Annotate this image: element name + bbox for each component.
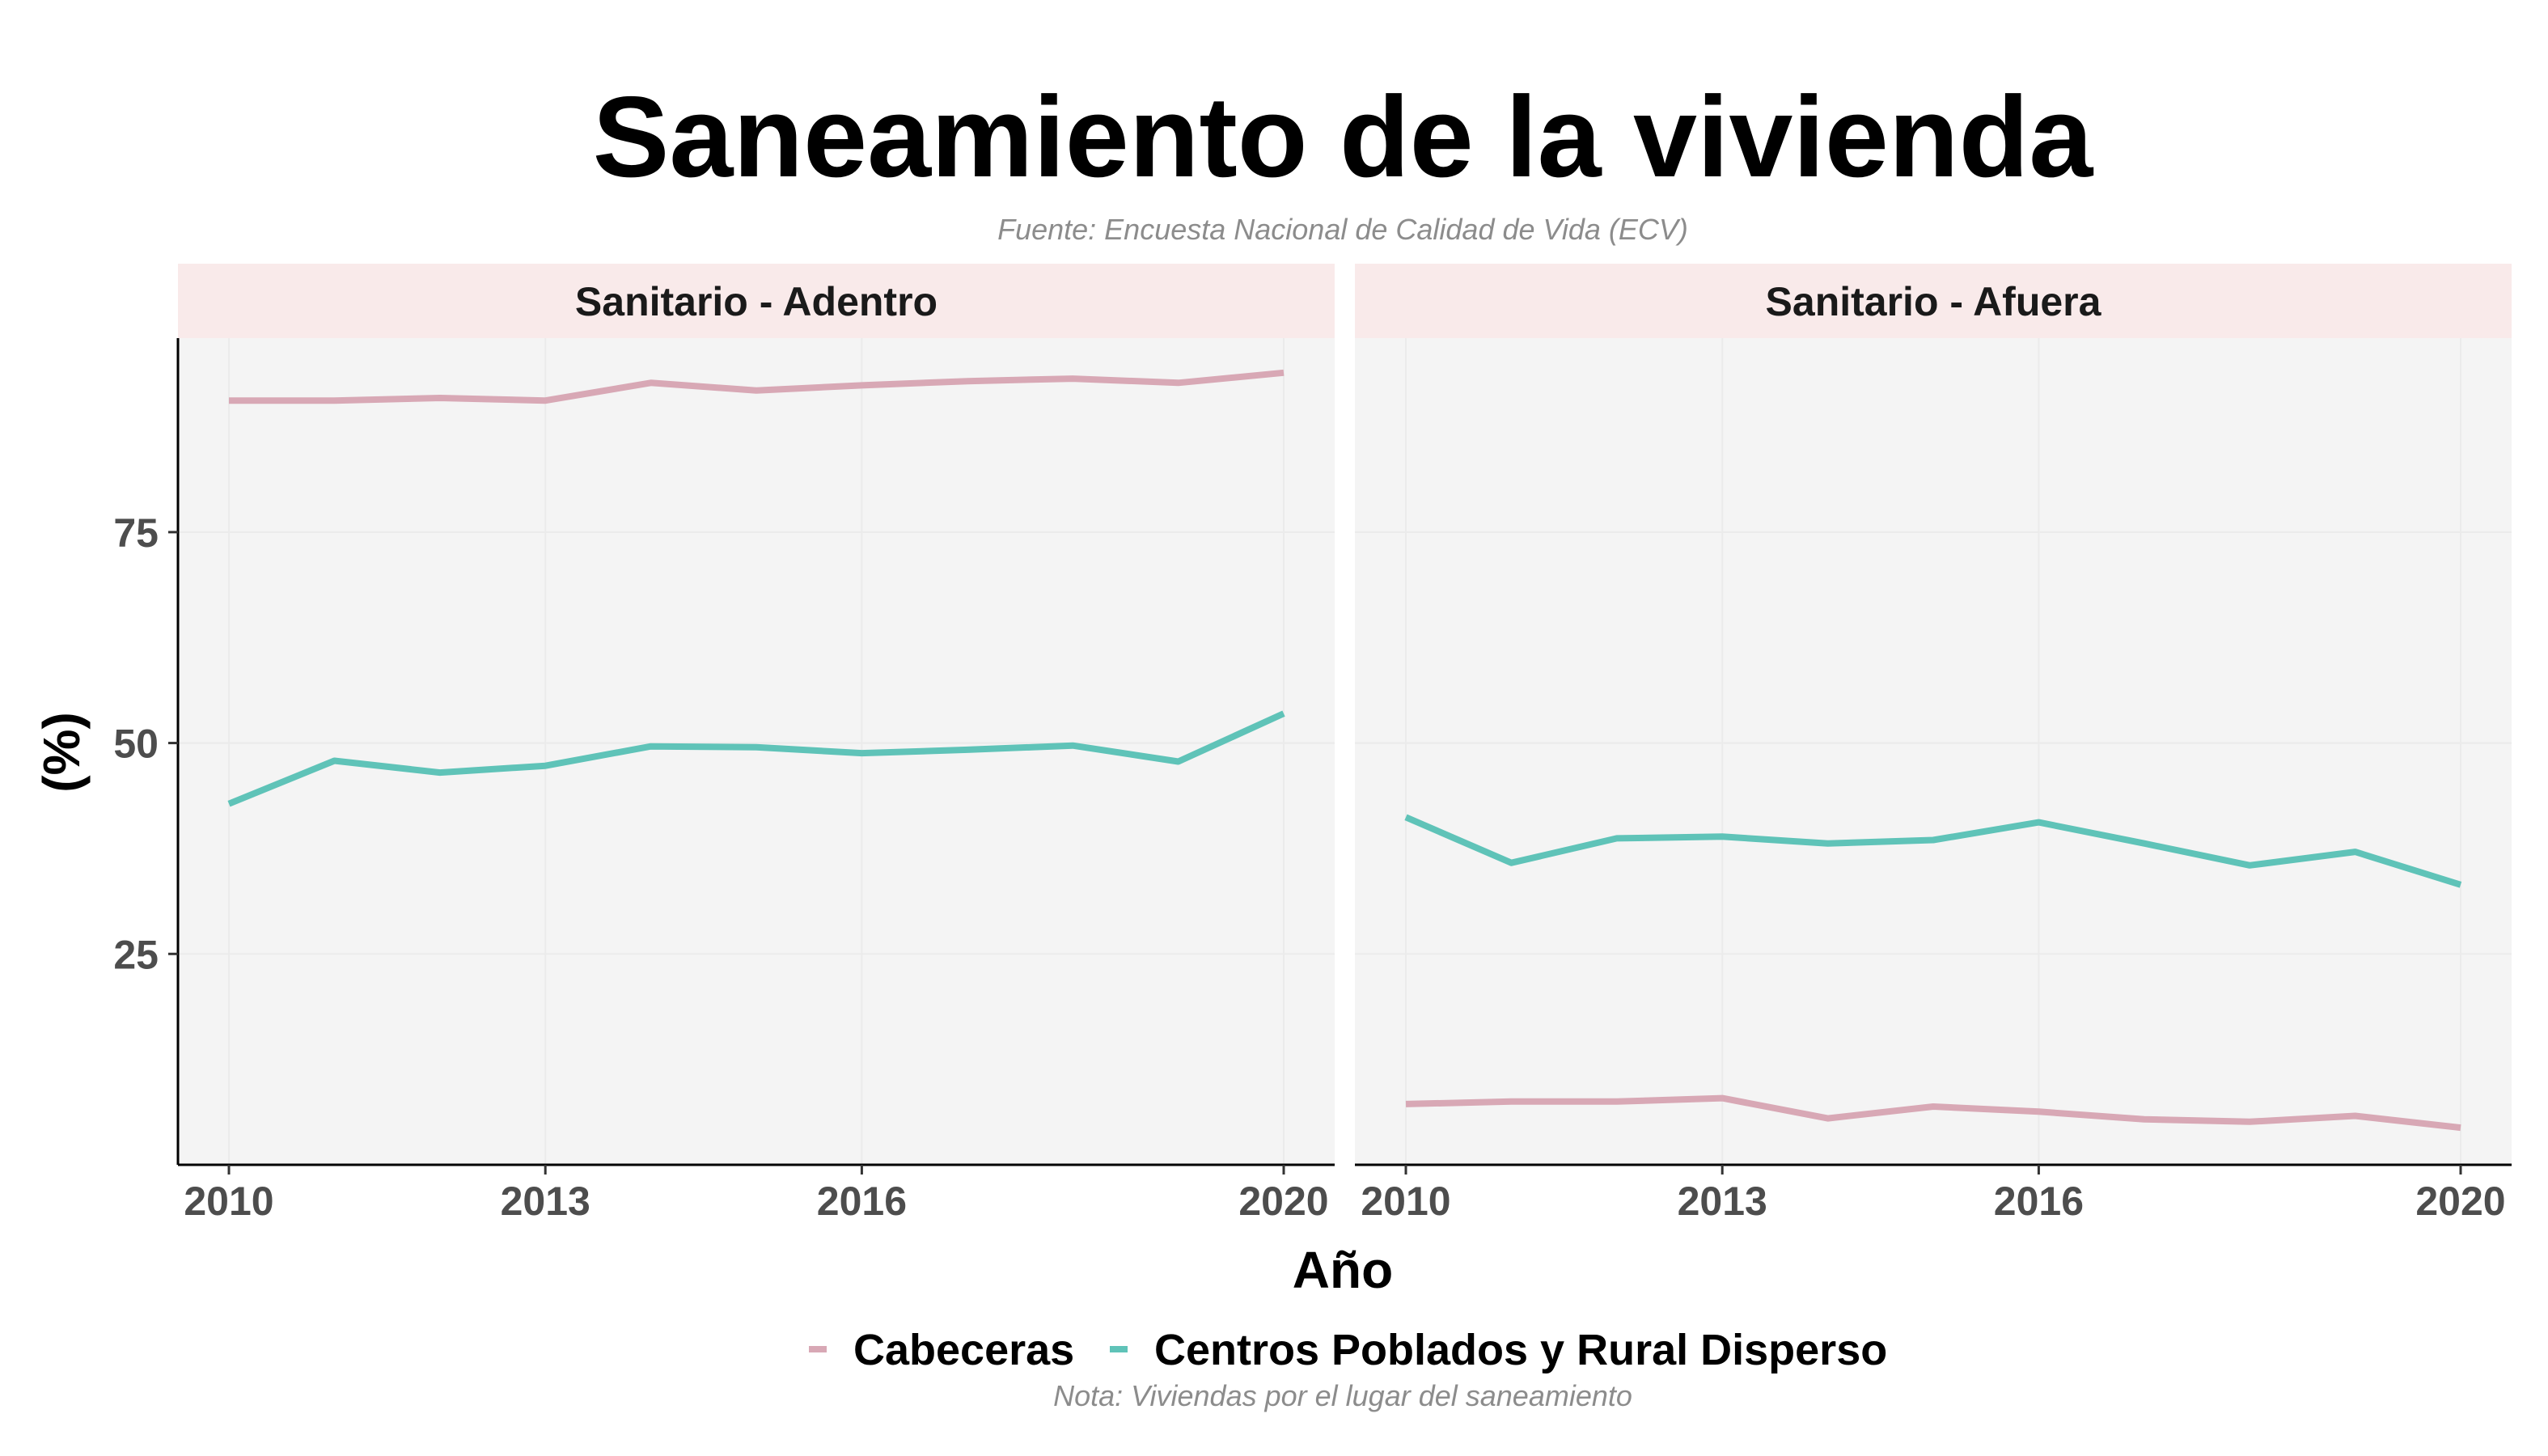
x-tick-label: 2020 — [2415, 1179, 2505, 1224]
x-tick-label: 2013 — [1678, 1179, 1767, 1224]
x-tick-label: 2010 — [184, 1179, 273, 1224]
facet-strip — [1355, 264, 2512, 338]
chart-title: Saneamiento de la vivienda — [593, 73, 2094, 201]
series-line-cabeceras — [1405, 1094, 2461, 1132]
legend: Cabeceras Centros Poblados y Rural Disper… — [809, 1326, 1887, 1374]
panel-background — [178, 338, 1335, 1165]
x-tick-label: 2010 — [1361, 1179, 1450, 1224]
chart-subtitle: Fuente: Encuesta Nacional de Calidad de … — [997, 213, 1688, 246]
y-tick-label: 75 — [113, 510, 159, 556]
y-tick-label: 25 — [113, 932, 159, 977]
series-line-centros-poblados — [227, 710, 1285, 807]
x-tick-label: 2020 — [1238, 1179, 1328, 1224]
facet-strip-label: Sanitario - Adentro — [575, 279, 938, 324]
chart-caption: Nota: Viviendas por el lugar del saneami… — [1053, 1379, 1632, 1412]
facet-strip — [178, 264, 1335, 338]
legend-label-2: Centros Poblados y Rural Disperso — [1154, 1326, 1887, 1374]
x-tick-label: 2016 — [817, 1179, 907, 1224]
x-tick-label: 2013 — [501, 1179, 590, 1224]
facet-panel-1: Sanitario - Adentro 2010 2013 2016 2020 25 50 7… — [113, 264, 1335, 1224]
facet-panels: Sanitario - Adentro 2010 2013 2016 2020 25 50 7… — [113, 264, 2512, 1224]
panel-background — [1355, 338, 2512, 1165]
series-line-centros-poblados — [1404, 814, 2462, 888]
legend-label-1: Cabeceras — [853, 1326, 1074, 1374]
facet-panel-2: Sanitario - Afuera 2010 2013 2016 2020 — [1355, 264, 2512, 1224]
x-tick-label: 2016 — [1994, 1179, 2084, 1224]
facet-strip-label: Sanitario - Afuera — [1766, 279, 2102, 324]
y-axis-title: (%) — [32, 712, 91, 793]
y-tick-label: 50 — [113, 722, 159, 767]
series-line-cabeceras — [229, 369, 1285, 404]
x-axis-title: Año — [1293, 1241, 1393, 1299]
